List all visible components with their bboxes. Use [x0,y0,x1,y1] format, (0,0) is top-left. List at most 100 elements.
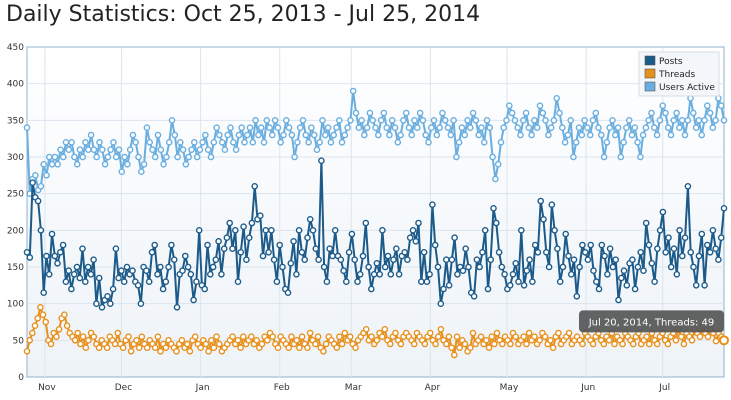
data-point[interactable] [295,226,303,234]
data-point[interactable] [310,131,318,139]
data-point[interactable] [210,138,218,146]
data-point[interactable] [459,267,467,275]
data-point[interactable] [439,109,446,117]
data-point[interactable] [223,234,231,241]
data-point[interactable] [85,146,92,153]
data-point[interactable] [373,259,381,267]
data-point[interactable] [397,340,405,348]
data-point[interactable] [110,138,117,146]
data-point[interactable] [76,146,84,153]
data-point[interactable] [584,124,591,131]
data-point[interactable] [420,248,428,256]
data-point[interactable] [103,344,111,352]
data-point[interactable] [549,344,557,352]
data-point[interactable] [23,248,31,256]
data-point[interactable] [372,124,379,131]
data-point[interactable] [256,212,264,219]
data-point[interactable] [400,117,407,124]
data-point[interactable] [263,336,271,344]
data-point[interactable] [570,153,577,161]
data-point[interactable] [411,117,418,124]
data-point[interactable] [461,131,469,139]
data-point[interactable] [651,124,658,131]
data-point[interactable] [507,340,514,348]
data-point[interactable] [124,160,131,168]
data-point[interactable] [564,131,572,139]
data-point[interactable] [598,131,605,139]
data-point[interactable] [623,124,630,131]
data-point[interactable] [380,109,388,117]
data-point[interactable] [539,109,547,117]
data-point[interactable] [157,347,164,355]
data-point[interactable] [581,117,588,124]
data-point[interactable] [188,146,195,153]
data-point[interactable] [62,138,70,146]
data-point[interactable] [123,263,131,271]
data-point[interactable] [628,131,636,139]
data-point[interactable] [390,256,397,264]
data-point[interactable] [240,223,247,230]
data-point[interactable] [148,248,156,256]
data-point[interactable] [74,329,81,337]
data-point[interactable] [664,124,672,131]
data-point[interactable] [269,333,277,341]
data-point[interactable] [548,201,556,208]
data-point[interactable] [39,311,47,319]
data-point[interactable] [551,226,558,234]
data-point[interactable] [422,131,430,139]
data-point[interactable] [273,278,281,286]
data-point[interactable] [383,124,391,131]
data-point[interactable] [642,124,650,131]
data-point[interactable] [478,124,485,131]
data-point[interactable] [257,124,265,131]
data-point[interactable] [79,333,87,341]
data-point[interactable] [352,344,359,352]
data-point[interactable] [306,215,314,223]
data-point[interactable] [541,333,549,341]
data-point[interactable] [413,124,421,131]
data-point[interactable] [252,117,259,124]
data-point[interactable] [377,117,385,124]
data-point[interactable] [34,197,42,205]
data-point[interactable] [442,256,450,264]
data-point[interactable] [229,333,236,341]
data-point[interactable] [670,245,678,252]
data-point[interactable] [23,124,31,131]
data-point[interactable] [51,153,59,161]
data-point[interactable] [545,263,553,271]
data-point[interactable] [485,344,493,352]
data-point[interactable] [95,274,103,282]
data-point[interactable] [163,153,170,161]
data-point[interactable] [394,138,402,146]
data-point[interactable] [115,274,122,282]
data-point[interactable] [637,153,644,161]
data-point[interactable] [572,138,580,146]
data-point[interactable] [251,182,258,190]
data-point[interactable] [386,340,394,348]
data-point[interactable] [653,131,661,139]
data-point[interactable] [126,146,134,153]
data-point[interactable] [445,333,453,341]
data-point[interactable] [426,270,433,278]
data-point[interactable] [282,117,290,124]
data-point[interactable] [436,124,443,131]
data-point[interactable] [505,102,513,109]
data-point[interactable] [481,226,489,234]
data-point[interactable] [293,336,301,344]
data-point[interactable] [193,153,201,161]
data-point[interactable] [73,160,81,168]
data-point[interactable] [709,226,717,234]
data-point[interactable] [368,333,375,341]
data-point[interactable] [193,278,200,286]
data-point[interactable] [388,117,396,124]
data-point[interactable] [238,124,245,131]
data-point[interactable] [346,333,354,341]
data-point[interactable] [529,278,536,286]
data-point[interactable] [61,311,68,319]
data-point[interactable] [65,146,73,153]
data-point[interactable] [26,336,34,344]
data-point[interactable] [160,160,167,168]
data-point[interactable] [351,256,359,264]
data-point[interactable] [501,270,508,278]
data-point[interactable] [590,267,597,275]
